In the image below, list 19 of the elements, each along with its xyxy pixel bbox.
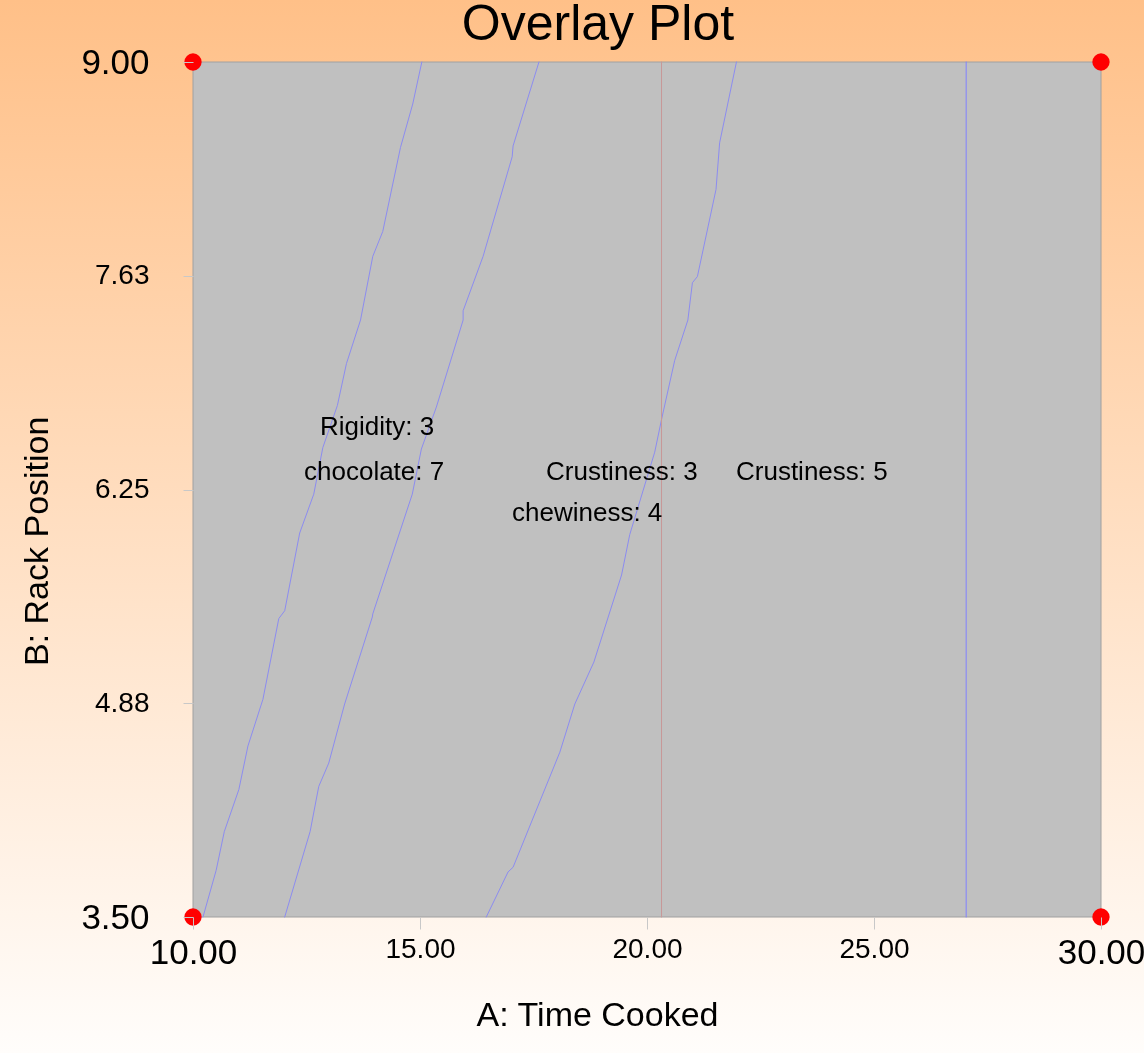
x-tick-label: 30.00 bbox=[1057, 931, 1144, 971]
annotation: chocolate: 7 bbox=[304, 455, 445, 486]
y-axis-title: B: Rack Position bbox=[17, 416, 56, 667]
y-tick-label: 4.88 bbox=[95, 686, 150, 718]
y-tick-label: 3.50 bbox=[81, 896, 150, 936]
y-tick-label: 6.25 bbox=[95, 473, 150, 504]
x-tick-label: 10.00 bbox=[149, 931, 238, 971]
annotation: chewiness: 4 bbox=[512, 497, 663, 527]
line-series bbox=[485, 61, 737, 918]
annotation: Rigidity: 3 bbox=[320, 410, 435, 441]
x-tick-label: 15.00 bbox=[385, 932, 456, 964]
x-tick-label: 25.00 bbox=[839, 932, 910, 964]
y-tick-label: 9.00 bbox=[81, 41, 150, 81]
annotation: Crustiness: 3 bbox=[546, 455, 698, 486]
chart-title: Overlay Plot bbox=[461, 0, 735, 51]
x-tick-label: 20.00 bbox=[612, 932, 683, 964]
annotation: Crustiness: 5 bbox=[736, 455, 888, 486]
y-tick-label: 7.63 bbox=[95, 259, 150, 291]
x-axis-title: A: Time Cooked bbox=[476, 994, 719, 1033]
